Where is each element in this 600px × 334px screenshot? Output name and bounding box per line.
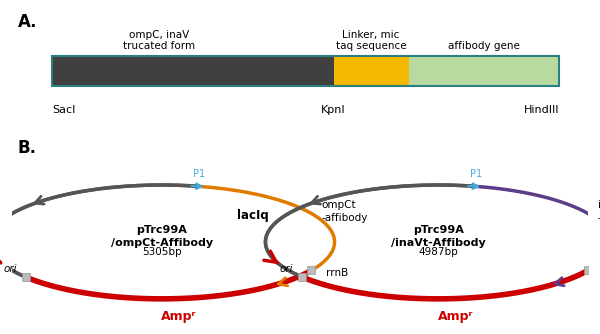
Text: inaVt
-affibody: inaVt -affibody [598, 200, 600, 223]
Bar [409, 56, 559, 86]
Text: affibody gene: affibody gene [448, 41, 520, 51]
Text: Linker, mic
taq sequence: Linker, mic taq sequence [336, 29, 406, 51]
Text: B.: B. [18, 140, 37, 157]
Text: Ampʳ: Ampʳ [161, 310, 197, 323]
Text: KpnI: KpnI [322, 105, 346, 115]
Text: ompC, inaV
trucated form: ompC, inaV trucated form [123, 29, 195, 51]
Text: 5305bp: 5305bp [142, 247, 182, 258]
Bar [334, 56, 409, 86]
Text: lacIq: lacIq [237, 209, 269, 222]
Text: P1: P1 [470, 169, 482, 179]
Text: Ampʳ: Ampʳ [438, 310, 473, 323]
Text: SacI: SacI [52, 105, 76, 115]
Text: A.: A. [18, 13, 37, 31]
Text: pTrc99A
/inaVt-Affibody: pTrc99A /inaVt-Affibody [391, 225, 485, 248]
Text: ori: ori [280, 264, 293, 274]
Text: ori: ori [4, 264, 17, 274]
Text: HindIII: HindIII [524, 105, 559, 115]
Text: ompCt
-affibody: ompCt -affibody [322, 200, 368, 223]
Text: rrnB: rrnB [326, 268, 348, 278]
Bar [52, 56, 559, 86]
Text: pTrc99A
/ompCt-Affibody: pTrc99A /ompCt-Affibody [110, 225, 213, 248]
Bar [52, 56, 334, 86]
Text: 4987bp: 4987bp [418, 247, 458, 258]
Text: P1: P1 [193, 169, 205, 179]
